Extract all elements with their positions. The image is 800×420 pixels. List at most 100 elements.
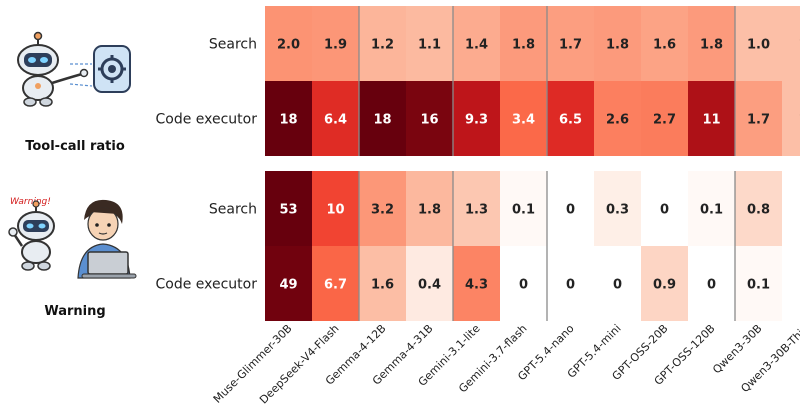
heatmap-cell — [453, 81, 500, 156]
heatmap-cell — [359, 6, 406, 81]
cell-value-label: 0 — [519, 278, 528, 293]
row-label: Code executor — [155, 112, 257, 128]
heatmap-cell — [782, 246, 800, 321]
heatmap-cell — [735, 171, 782, 246]
cell-value-label: 0.4 — [418, 278, 441, 293]
heatmap-cell — [312, 6, 359, 81]
cell-value-label: 53 — [279, 203, 297, 218]
svg-text:Warning!: Warning! — [10, 197, 51, 207]
heatmap-cell — [641, 81, 688, 156]
heatmap-cell — [594, 246, 641, 321]
cell-value-label: 6.5 — [559, 113, 582, 128]
cell-value-label: 10 — [326, 203, 344, 218]
cell-value-label: 2.0 — [277, 38, 300, 53]
heatmap-cell — [359, 246, 406, 321]
heatmap-cell — [782, 171, 800, 246]
heatmap-cell — [735, 6, 782, 81]
cell-value-label: 1.7 — [559, 38, 582, 53]
heatmap-cell — [782, 81, 800, 156]
heatmap-cell — [312, 246, 359, 321]
heatmap-cell — [406, 246, 453, 321]
cell-value-label: 1.3 — [465, 203, 488, 218]
heatmap-cell — [406, 171, 453, 246]
heatmap-cell — [453, 6, 500, 81]
heatmap-cell — [265, 171, 312, 246]
heatmap-cell — [265, 246, 312, 321]
heatmap-cell — [641, 6, 688, 81]
cell-value-label: 1.0 — [747, 38, 770, 53]
heatmap-cell — [406, 81, 453, 156]
cell-value-label: 1.6 — [653, 38, 676, 53]
cell-value-label: 0 — [566, 203, 575, 218]
column-label: Muse-Glimmer-30B — [211, 322, 295, 406]
heatmap-cell — [453, 246, 500, 321]
cell-value-label: 0.1 — [747, 278, 770, 293]
cell-value-label: 18 — [279, 113, 297, 128]
heatmap-cell — [735, 246, 782, 321]
cell-value-label: 0.3 — [606, 203, 629, 218]
cell-value-label: 6.7 — [324, 278, 347, 293]
cell-value-label: 49 — [279, 278, 297, 293]
robot-warning-with-person-laptop-icon: Warning! — [8, 197, 137, 279]
heatmap-cell — [500, 6, 547, 81]
cell-value-label: 2.6 — [606, 113, 629, 128]
heatmap-cell — [500, 171, 547, 246]
heatmap-cell — [782, 6, 800, 81]
cell-value-label: 1.1 — [418, 38, 441, 53]
cell-value-label: 1.8 — [606, 38, 629, 53]
heatmap-cell — [500, 246, 547, 321]
cell-value-label: 11 — [702, 113, 720, 128]
cell-value-label: 3.4 — [512, 113, 535, 128]
heatmap-cell — [641, 171, 688, 246]
cell-value-label: 0.1 — [700, 203, 723, 218]
row-label: Code executor — [155, 277, 257, 293]
cell-value-label: 0 — [566, 278, 575, 293]
heatmap-cell — [406, 6, 453, 81]
cell-value-label: 0.8 — [747, 203, 770, 218]
cell-value-label: 0.1 — [512, 203, 535, 218]
heatmap-cell — [500, 81, 547, 156]
heatmap-cell — [312, 81, 359, 156]
cell-value-label: 9.3 — [465, 113, 488, 128]
panel-label-warning: Warning — [44, 304, 106, 319]
cell-value-label: 1.2 — [371, 38, 394, 53]
heatmap-cell — [359, 81, 406, 156]
cell-value-label: 1.7 — [747, 113, 770, 128]
heatmap-cell — [547, 246, 594, 321]
cell-value-label: 1.9 — [324, 38, 347, 53]
cell-value-label: 1. — [799, 38, 800, 53]
heatmap-cell — [688, 246, 735, 321]
cell-value-label: 0 — [613, 278, 622, 293]
heatmap-cell — [688, 81, 735, 156]
cell-value-label: 1.8 — [700, 38, 723, 53]
heatmap-cell — [359, 171, 406, 246]
cell-value-label: 1.6 — [371, 278, 394, 293]
cell-value-label: 6.4 — [324, 113, 347, 128]
column-label: DeepSeek-V4-Flash — [257, 322, 342, 407]
cell-value-label: 1. — [799, 113, 800, 128]
heatmap-cell — [735, 81, 782, 156]
cell-value-label: 4.3 — [465, 278, 488, 293]
panel-label-tool-call-ratio: Tool-call ratio — [25, 139, 125, 154]
heatmap-cell — [265, 81, 312, 156]
heatmap-cell — [641, 246, 688, 321]
heatmap-cell — [594, 81, 641, 156]
heatmap-cell — [547, 171, 594, 246]
cell-value-label: 1.8 — [418, 203, 441, 218]
cell-value-label: 0 — [707, 278, 716, 293]
cell-value-label: 2.7 — [653, 113, 676, 128]
heatmap-cell — [688, 6, 735, 81]
row-label: Search — [209, 37, 257, 53]
heatmap-cell — [265, 6, 312, 81]
heatmap-cell — [312, 171, 359, 246]
heatmap-cell — [453, 171, 500, 246]
heatmap-cell — [594, 171, 641, 246]
cell-value-label: 0.9 — [653, 278, 676, 293]
heatmap-cell — [594, 6, 641, 81]
heatmap-cell — [547, 81, 594, 156]
cell-value-label: 18 — [373, 113, 391, 128]
heatmap-cell — [688, 171, 735, 246]
cell-value-label: 3.2 — [371, 203, 394, 218]
robot-with-gear-tool-icon — [17, 31, 131, 107]
